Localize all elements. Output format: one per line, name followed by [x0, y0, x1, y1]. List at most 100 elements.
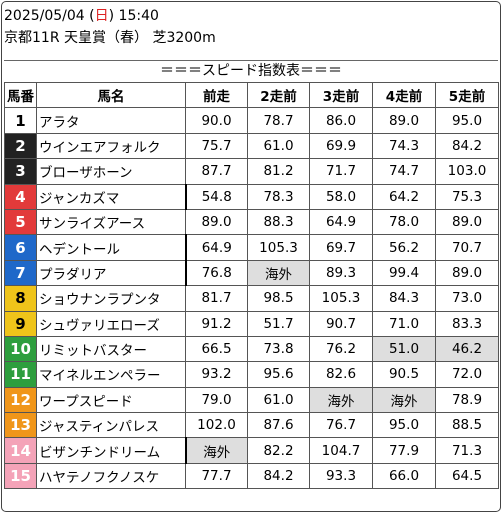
speed-index-cell: 61.0 — [247, 386, 310, 414]
speed-index-cell: 82.2 — [247, 437, 310, 464]
horse-name: シュヴァリエローズ — [36, 310, 186, 337]
speed-index-cell: 73.8 — [247, 335, 310, 363]
gate-number: 13 — [4, 412, 37, 439]
race-date: 2025/05/04 — [4, 8, 85, 24]
gate-number: 9 — [4, 310, 37, 337]
gate-number: 5 — [4, 208, 37, 236]
speed-index-cell: 87.7 — [185, 158, 248, 185]
speed-index-cell: 95.0 — [435, 107, 499, 134]
table-row: 14 ビザンチンドリーム 海外 82.2 104.7 77.9 71.3 — [4, 437, 499, 464]
speed-index-cell: 海外 — [247, 259, 310, 287]
table-row: 12 ワープスピード 79.0 61.0 海外 海外 78.9 — [4, 386, 499, 414]
speed-index-cell: 61.0 — [247, 132, 310, 160]
speed-index-cell: 66.0 — [372, 462, 436, 490]
gate-number: 4 — [4, 183, 37, 210]
gate-number: 11 — [4, 361, 37, 388]
speed-index-cell: 84.2 — [435, 132, 499, 160]
gate-number: 7 — [4, 259, 37, 287]
speed-index-cell: 104.7 — [309, 437, 373, 464]
speed-index-cell: 82.6 — [309, 361, 373, 388]
table-header-row: 馬番 馬名 前走 2走前 3走前 4走前 5走前 — [4, 81, 499, 109]
speed-index-cell: 91.2 — [185, 310, 248, 337]
gate-number: 3 — [4, 158, 37, 185]
gate-number: 15 — [4, 462, 37, 490]
speed-index-cell: 93.2 — [185, 361, 248, 388]
speed-index-cell: 89.0 — [435, 259, 499, 287]
speed-index-cell: 88.3 — [247, 208, 310, 236]
speed-index-cell: 71.3 — [435, 437, 499, 464]
speed-index-cell: 64.2 — [372, 183, 436, 210]
horse-name: ウインエアフォルク — [36, 132, 186, 160]
speed-index-cell: 77.9 — [372, 437, 436, 464]
gate-number: 8 — [4, 285, 37, 312]
speed-index-cell: 79.0 — [185, 386, 248, 414]
speed-index-cell: 58.0 — [309, 183, 373, 210]
table-row: 13 ジャスティンパレス 102.0 87.6 76.7 95.0 88.5 — [4, 412, 499, 439]
horse-name: リミットバスター — [36, 335, 186, 363]
speed-index-cell: 102.0 — [185, 412, 248, 439]
speed-index-cell: 74.7 — [372, 158, 436, 185]
speed-index-cell: 56.2 — [372, 234, 436, 261]
speed-index-cell: 84.3 — [372, 285, 436, 312]
speed-index-cell: 78.0 — [372, 208, 436, 236]
speed-index-cell: 海外 — [185, 437, 248, 464]
speed-index-cell: 90.0 — [185, 107, 248, 134]
speed-index-cell: 76.8 — [185, 259, 248, 287]
speed-index-cell: 78.3 — [247, 183, 310, 210]
speed-index-cell: 75.3 — [435, 183, 499, 210]
speed-index-cell: 89.0 — [435, 208, 499, 236]
horse-name: マイネルエンペラー — [36, 361, 186, 388]
table-row: 8 ショウナンラプンタ 81.7 98.5 105.3 84.3 73.0 — [4, 285, 499, 312]
speed-index-cell: 70.7 — [435, 234, 499, 261]
gate-number: 10 — [4, 335, 37, 363]
horse-name: ブローザホーン — [36, 158, 186, 185]
speed-index-cell: 72.0 — [435, 361, 499, 388]
speed-index-cell: 51.7 — [247, 310, 310, 337]
speed-index-cell: 95.0 — [372, 412, 436, 439]
speed-index-cell: 66.5 — [185, 335, 248, 363]
speed-index-cell: 105.3 — [309, 285, 373, 312]
speed-index-cell: 75.7 — [185, 132, 248, 160]
speed-index-cell: 89.0 — [185, 208, 248, 236]
table-row: 4 ジャンカズマ 54.8 78.3 58.0 64.2 75.3 — [4, 183, 499, 210]
horse-name: ビザンチンドリーム — [36, 437, 187, 464]
speed-index-cell: 105.3 — [247, 234, 310, 261]
speed-index-cell: 69.9 — [309, 132, 373, 160]
speed-index-cell: 87.6 — [247, 412, 310, 439]
race-time: 15:40 — [118, 8, 159, 24]
speed-index-cell: 95.6 — [247, 361, 310, 388]
horse-name: ワープスピード — [36, 386, 186, 414]
table-row: 10 リミットバスター 66.5 73.8 76.2 51.0 46.2 — [4, 335, 499, 363]
speed-index-cell: 71.7 — [309, 158, 373, 185]
speed-index-cell: 89.3 — [309, 259, 373, 287]
speed-index-cell: 71.0 — [372, 310, 436, 337]
speed-index-cell: 83.3 — [435, 310, 499, 337]
horse-name: プラダリア — [36, 259, 187, 287]
race-day-of-week: 日 — [94, 8, 109, 24]
table-row: 5 サンライズアース 89.0 88.3 64.9 78.0 89.0 — [4, 208, 499, 236]
horse-name: ジャスティンパレス — [36, 412, 186, 439]
speed-index-cell: 64.9 — [185, 234, 248, 261]
speed-index-cell: 73.0 — [435, 285, 499, 312]
speed-index-cell: 46.2 — [435, 335, 499, 363]
col-header-5-races-ago: 5走前 — [435, 81, 499, 109]
speed-index-cell: 76.7 — [309, 412, 373, 439]
speed-index-cell: 77.7 — [185, 462, 248, 490]
horse-name: アラタ — [36, 107, 186, 134]
gate-number: 1 — [4, 107, 37, 134]
speed-index-cell: 76.2 — [309, 335, 373, 363]
speed-index-cell: 84.2 — [247, 462, 310, 490]
speed-index-cell: 99.4 — [372, 259, 436, 287]
speed-index-cell: 54.8 — [185, 183, 248, 210]
col-header-2-races-ago: 2走前 — [247, 81, 310, 109]
speed-index-cell: 海外 — [372, 386, 436, 414]
col-header-last-race: 前走 — [185, 81, 248, 109]
speed-index-cell: 78.7 — [247, 107, 310, 134]
speed-index-cell: 103.0 — [435, 158, 499, 185]
horse-name: サンライズアース — [36, 208, 186, 236]
table-row: 2 ウインエアフォルク 75.7 61.0 69.9 74.3 84.2 — [4, 132, 499, 160]
col-header-gate-number: 馬番 — [4, 81, 37, 109]
speed-index-cell: 64.9 — [309, 208, 373, 236]
race-info: 京都11R 天皇賞（春） 芝3200m — [4, 30, 216, 46]
